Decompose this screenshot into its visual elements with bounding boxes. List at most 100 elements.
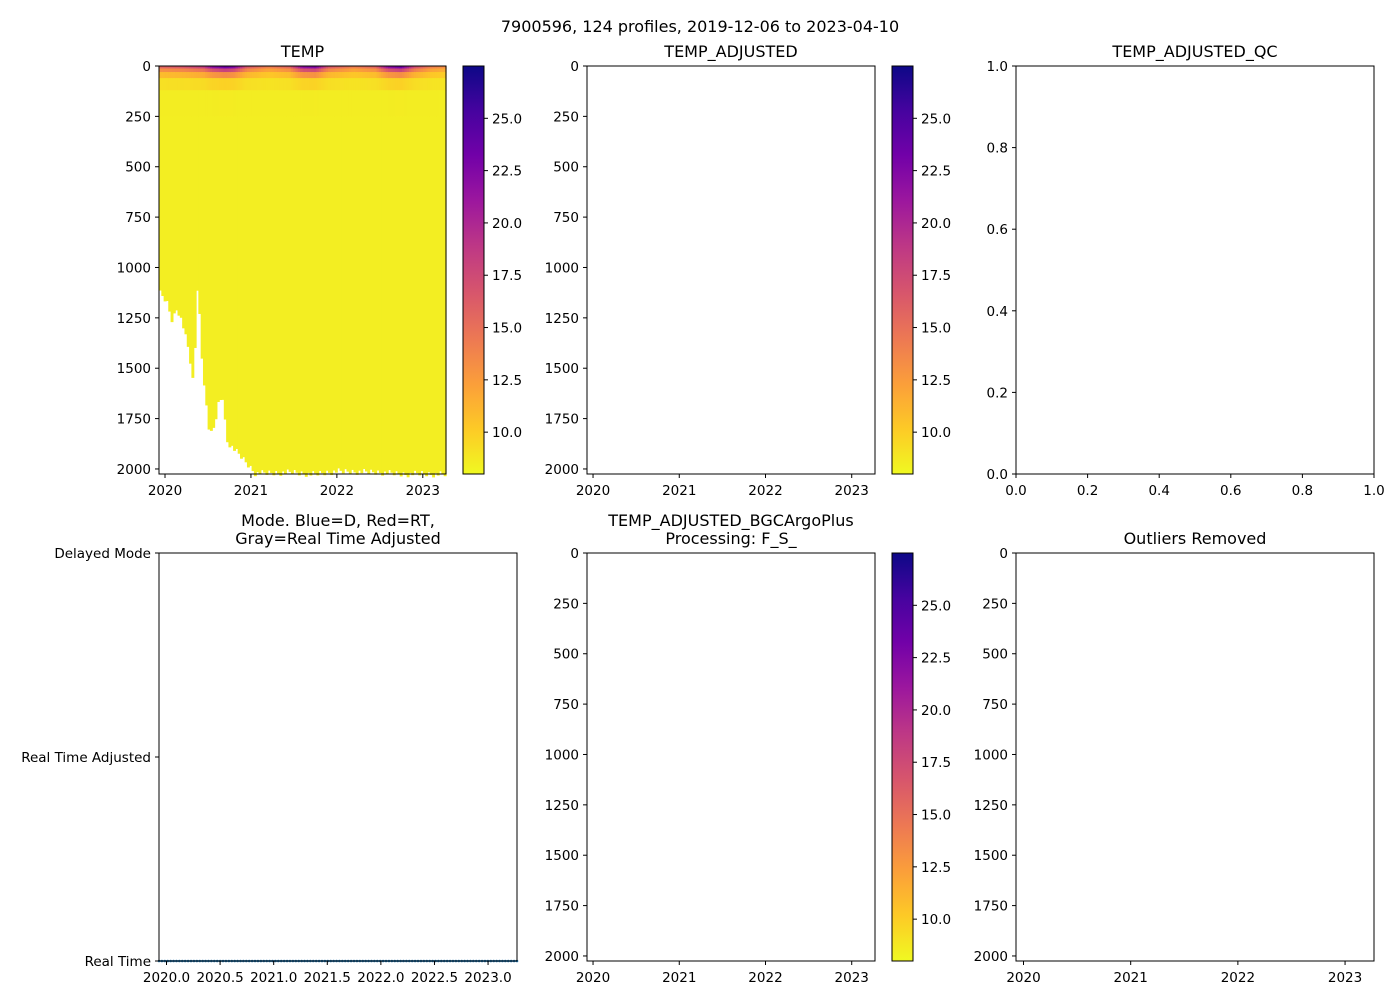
heatmap-cell bbox=[381, 66, 385, 69]
heatmap-cell bbox=[237, 90, 241, 117]
heatmap-cell bbox=[159, 78, 162, 91]
y-tick-label: 500 bbox=[553, 160, 579, 176]
heatmap-cell bbox=[418, 68, 422, 73]
x-tick-label: 0.0 bbox=[1005, 483, 1026, 499]
heatmap-cell bbox=[186, 78, 190, 91]
heatmap-cell bbox=[249, 68, 253, 73]
y-tick-label: Real Time bbox=[85, 954, 151, 970]
heatmap-cell bbox=[364, 68, 368, 73]
heatmap-cell bbox=[288, 90, 292, 117]
heatmap-cell bbox=[341, 116, 345, 474]
heatmap-cell bbox=[265, 78, 269, 91]
heatmap-cell bbox=[277, 90, 280, 117]
heatmap-cell bbox=[242, 66, 246, 69]
heatmap-cell bbox=[272, 68, 276, 73]
panel-temp-adjusted: TEMP_ADJUSTED 2020 2021 2022 2023 0 250 500 750 1… bbox=[545, 42, 951, 499]
heatmap-cell bbox=[307, 116, 311, 473]
heatmap-cell bbox=[230, 72, 234, 79]
heatmap-cell bbox=[388, 90, 392, 117]
heatmap-cell bbox=[411, 66, 415, 69]
heatmap-cell bbox=[439, 72, 442, 79]
heatmap-cell bbox=[330, 90, 334, 117]
heatmap-cell bbox=[286, 78, 290, 91]
heatmap-cell bbox=[425, 90, 429, 117]
heatmap-cell bbox=[311, 116, 315, 472]
heatmap-cell bbox=[228, 116, 232, 448]
heatmap-cell bbox=[441, 72, 445, 79]
heatmap-cell bbox=[321, 72, 324, 79]
heatmap-cell bbox=[408, 68, 412, 73]
heatmap-cell bbox=[371, 90, 375, 117]
heatmap-cell bbox=[159, 68, 162, 73]
heatmap-cell bbox=[198, 68, 202, 73]
heatmap-cell bbox=[161, 90, 165, 117]
heatmap-cell bbox=[233, 78, 236, 91]
heatmap-cell bbox=[337, 66, 341, 69]
heatmap-cell bbox=[175, 78, 179, 91]
heatmap-cell bbox=[226, 78, 230, 91]
heatmap-cell bbox=[383, 68, 387, 73]
heatmap-cell bbox=[362, 68, 366, 73]
heatmap-cell bbox=[228, 78, 232, 91]
heatmap-cell bbox=[367, 72, 371, 79]
heatmap-cell bbox=[221, 78, 225, 91]
heatmap-cell bbox=[364, 116, 368, 472]
colorbar-tick-label: 15.0 bbox=[921, 321, 951, 337]
heatmap-cell bbox=[184, 66, 188, 69]
heatmap-cell bbox=[221, 72, 225, 79]
colorbar-tick-label: 25.0 bbox=[921, 111, 951, 127]
heatmap-cell bbox=[286, 116, 290, 470]
heatmap-cell bbox=[191, 90, 195, 117]
heatmap-cell bbox=[358, 72, 361, 79]
heatmap-cell bbox=[353, 72, 357, 79]
heatmap-cell bbox=[371, 116, 375, 473]
heatmap-cell bbox=[429, 72, 433, 79]
heatmap-cell bbox=[427, 66, 431, 69]
heatmap-cell bbox=[256, 68, 260, 73]
heatmap-cell bbox=[353, 66, 357, 69]
heatmap-cell bbox=[332, 78, 336, 91]
heatmap-cell bbox=[297, 68, 301, 73]
heatmap-cell bbox=[341, 90, 345, 117]
x-tick-label: 0.2 bbox=[1077, 483, 1098, 499]
heatmap-cell bbox=[346, 72, 350, 79]
heatmap-cell bbox=[371, 78, 375, 91]
x-tick-label: 1.0 bbox=[1363, 483, 1384, 499]
heatmap-cell bbox=[300, 116, 304, 472]
heatmap-cell bbox=[432, 72, 436, 79]
heatmap-cell bbox=[381, 68, 385, 73]
heatmap-cell bbox=[415, 116, 419, 474]
heatmap-cell bbox=[337, 72, 341, 79]
heatmap-cell bbox=[392, 78, 396, 91]
heatmap-cell bbox=[378, 90, 382, 117]
heatmap-cell bbox=[339, 66, 343, 69]
heatmap-cell bbox=[283, 90, 287, 117]
heatmap-cell bbox=[337, 116, 341, 469]
heatmap-cell bbox=[374, 66, 378, 69]
colorbar-gradient bbox=[891, 65, 914, 475]
heatmap-cell bbox=[420, 78, 424, 91]
heatmap-cell bbox=[251, 68, 255, 73]
heatmap-cell bbox=[355, 90, 359, 117]
panel-temp-adjusted-qc: TEMP_ADJUSTED_QC 0.0 0.2 0.4 0.6 0.8 1.0 0.0 0.2… bbox=[987, 42, 1385, 499]
heatmap-cell bbox=[200, 72, 204, 79]
heatmap-cell bbox=[348, 72, 352, 79]
y-tick-label: 250 bbox=[125, 109, 151, 125]
heatmap-cell bbox=[392, 72, 396, 79]
heatmap-cell bbox=[293, 68, 297, 73]
heatmap-cell bbox=[230, 78, 234, 91]
heatmap-cell bbox=[439, 68, 442, 73]
heatmap-cell bbox=[209, 90, 213, 117]
heatmap-cell bbox=[321, 66, 324, 69]
heatmap-cell bbox=[193, 78, 197, 91]
heatmap-cell bbox=[196, 90, 199, 117]
heatmap-cell bbox=[253, 68, 257, 73]
x-tick-label: 0.8 bbox=[1292, 483, 1313, 499]
heatmap-cell bbox=[392, 66, 396, 69]
heatmap-cell bbox=[272, 78, 276, 91]
panel-temp: TEMP 2020 2021 2022 2023 0 250 500 750 1000 1250 15… bbox=[117, 42, 522, 499]
heatmap-cell bbox=[337, 90, 341, 117]
heatmap-cell bbox=[362, 116, 366, 469]
heatmap-cell bbox=[202, 78, 206, 91]
heatmap-cell bbox=[353, 68, 357, 73]
